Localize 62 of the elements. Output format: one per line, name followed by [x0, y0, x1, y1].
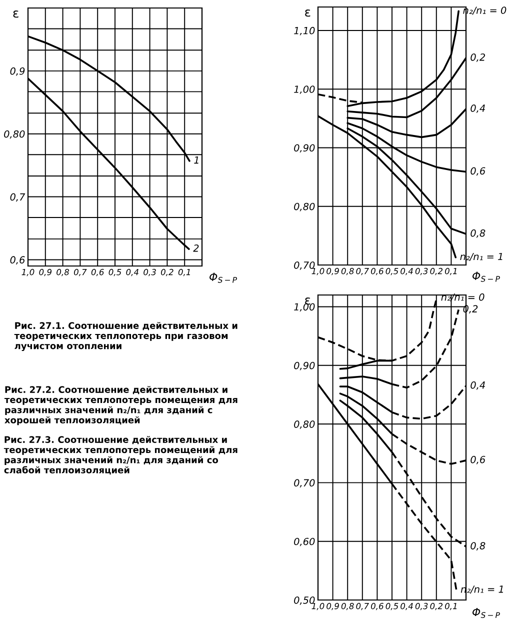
- x-tick-label: 0,8: [341, 602, 354, 610]
- x-tick-label: 0,7: [356, 602, 369, 610]
- x-tick-label: 0,4: [400, 602, 413, 610]
- x-tick-label: 0,1: [444, 268, 457, 276]
- x-tick-label: 0,6: [370, 602, 384, 610]
- x-tick-label: 0,2: [430, 268, 443, 276]
- x-tick-label: 1,0: [22, 268, 34, 276]
- series-label: 0,8: [470, 229, 486, 238]
- y-tick-label: 0,90: [294, 362, 315, 370]
- series-label: 0,4: [470, 381, 485, 390]
- x-tick-label: 0,5: [386, 268, 398, 276]
- series-label: 2: [193, 244, 199, 252]
- x-tick-label: 0,3: [144, 268, 156, 276]
- y-tick-label: 0,80: [294, 420, 315, 429]
- series-label: 0,6: [470, 456, 486, 464]
- y-tick-label: 0,80: [4, 130, 25, 139]
- x-tick-label: 0,4: [400, 268, 413, 276]
- x-tick-label: 0,2: [160, 268, 174, 276]
- y-tick-label: 0,90: [294, 144, 315, 153]
- x-axis-title: Φ$_{S−P}$: [472, 608, 500, 618]
- x-tick-label: 0,2: [430, 602, 443, 610]
- text: Рис. 27.3. Соотношение действительных и теоретических теплопотерь помещений для различных значений n₂/n₁ для зданий со слабой теплоизоляцией: [4, 436, 238, 475]
- series-label: 0,8: [470, 542, 486, 550]
- y-axis-title: ε: [13, 10, 18, 18]
- x-tick-label: 0,8: [56, 268, 70, 276]
- x-tick-label: 0,9: [39, 268, 52, 276]
- x-tick-label: 0,9: [326, 268, 339, 276]
- x-tick-label: 0,7: [74, 268, 87, 276]
- series-label: 1: [194, 156, 198, 164]
- x-tick-label: 0,5: [386, 602, 398, 610]
- x-tick-label: 0,6: [370, 268, 384, 276]
- x-tick-label: 0,1: [178, 268, 190, 276]
- y-axis-title: ε: [305, 9, 310, 17]
- text: Рис. 27.2. Соотношение действительных и теоретических теплопотерь помещения для различных значений n₂/n₁ для зданий с хорошей теплоизоляцией: [4, 386, 238, 426]
- x-tick-label: 1,0: [312, 268, 324, 276]
- x-tick-label: 0,1: [444, 602, 457, 610]
- x-tick-label: 0,6: [91, 268, 104, 276]
- x-tick-label: 0,4: [126, 268, 138, 276]
- y-tick-label: 0,70: [294, 479, 315, 488]
- x-tick-label: 0,8: [341, 268, 354, 276]
- x-axis-title: Φ$_{S−P}$: [210, 272, 237, 283]
- series-label: 0,6: [470, 167, 486, 176]
- x-tick-label: 0,3: [415, 602, 428, 610]
- text: Рис. 27.1. Соотношение действительных и теоретических теплопотерь при газовом лучистом отоплении: [14, 322, 238, 352]
- x-axis-title: Φ$_{S−P}$: [472, 272, 500, 282]
- x-tick-label: 0,5: [108, 268, 122, 276]
- y-tick-label: 0,50: [294, 596, 315, 605]
- y-tick-label: 1,00: [294, 303, 315, 312]
- y-tick-label: 0,6: [10, 256, 25, 265]
- x-tick-label: 0,7: [356, 268, 369, 276]
- x-tick-label: 1,0: [312, 602, 324, 610]
- y-tick-label: 0,9: [10, 67, 25, 76]
- y-tick-label: 1,10: [294, 26, 315, 36]
- series-label: 0,2: [470, 53, 486, 62]
- y-tick-label: 0,70: [294, 261, 315, 270]
- y-tick-label: 0,60: [294, 538, 315, 546]
- x-tick-label: 0,9: [326, 602, 339, 610]
- series-label: 0,4: [470, 104, 485, 113]
- y-tick-label: 0,7: [10, 193, 26, 202]
- y-tick-label: 1,00: [294, 86, 315, 94]
- y-tick-label: 0,80: [294, 202, 315, 212]
- x-tick-label: 0,3: [415, 268, 428, 276]
